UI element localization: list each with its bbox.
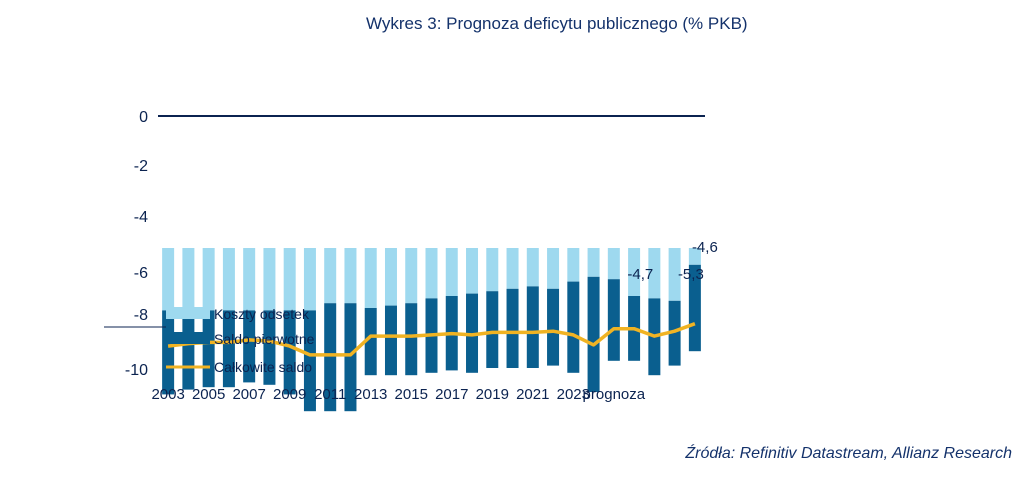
bar-interest-2017 <box>445 248 458 296</box>
bar-interest-2026 <box>628 248 641 296</box>
bar-interest-2022 <box>547 248 560 289</box>
bar-interest-2011 <box>324 248 337 304</box>
legend-label: Saldo pierwotne <box>214 331 315 347</box>
line-total-balance <box>167 322 696 357</box>
bar-interest-2013 <box>364 248 377 308</box>
chart-title: Wykres 3: Prognoza deficytu publicznego … <box>366 14 748 33</box>
bar-interest-2029 <box>688 248 701 265</box>
y-tick-label: -4 <box>134 209 148 226</box>
x-tick-label: 2021 <box>516 386 549 403</box>
data-label: -5,3 <box>678 266 704 283</box>
bar-interest-2016 <box>425 248 438 299</box>
y-tick-label: -2 <box>134 158 148 175</box>
bar-interest-2014 <box>384 248 397 306</box>
bar-interest-2003 <box>162 248 175 311</box>
total-balance-line-layer <box>167 322 696 357</box>
bar-interest-2007 <box>243 248 256 311</box>
bar-primary-2023 <box>567 281 580 373</box>
legend-swatch <box>166 307 210 319</box>
bar-interest-2012 <box>344 248 357 304</box>
x-tick-label: 2007 <box>232 386 265 403</box>
bar-primary-2015 <box>405 303 418 376</box>
bar-interest-2019 <box>486 248 499 292</box>
legend: Koszty odsetek Saldo pierwotne Całkowite s… <box>104 306 315 375</box>
bar-interest-2024 <box>587 248 600 277</box>
legend-label: Całkowite saldo <box>214 359 312 375</box>
bar-interest-2023 <box>567 248 580 282</box>
bar-primary-2021 <box>526 286 539 368</box>
x-tick-label: 2013 <box>354 386 387 403</box>
bar-primary-2014 <box>384 305 397 376</box>
bar-interest-2008 <box>263 248 276 311</box>
bar-primary-2009 <box>283 310 296 395</box>
x-tick-label: 2009 <box>273 386 306 403</box>
bar-primary-2020 <box>506 288 519 368</box>
annotations: -4,7 -5,3 -4,6 <box>627 239 717 283</box>
bar-interest-2005 <box>202 248 215 311</box>
bar-interest-2027 <box>648 248 661 299</box>
bar-primary-2013 <box>364 308 377 376</box>
x-axis-labels: 2003 2005 2007 2009 2011 2013 2015 2017 2019 2021… <box>151 386 645 403</box>
bar-interest-2028 <box>668 248 681 301</box>
y-axis-labels: 0 -2 -4 -6 -8 -10 <box>125 109 148 379</box>
x-tick-label: 2019 <box>476 386 509 403</box>
bar-interest-2021 <box>526 248 539 287</box>
chart-source: Źródła: Refinitiv Datastream, Allianz Re… <box>685 445 1012 462</box>
bar-interest-2025 <box>607 248 620 280</box>
y-tick-label: -10 <box>125 362 148 379</box>
x-tick-label: 2015 <box>395 386 428 403</box>
bar-primary-2007 <box>243 310 256 383</box>
bar-primary-2019 <box>486 291 499 368</box>
y-tick-label: 0 <box>139 109 148 126</box>
bar-interest-2009 <box>283 248 296 311</box>
x-tick-label: 2005 <box>192 386 225 403</box>
bar-primary-2012 <box>344 303 357 412</box>
bar-primary-2025 <box>607 279 620 361</box>
x-tick-label: 2011 <box>314 386 346 403</box>
bar-primary-2022 <box>547 288 560 366</box>
bar-interest-2018 <box>466 248 479 294</box>
bar-primary-2006 <box>222 310 235 388</box>
bar-primary-2028 <box>668 300 681 366</box>
bar-primary-2003 <box>162 310 175 395</box>
bar-primary-2029 <box>688 264 701 352</box>
bar-interest-2006 <box>222 248 235 311</box>
data-label: -4,6 <box>692 239 718 256</box>
bar-interest-2020 <box>506 248 519 289</box>
bar-primary-2005 <box>202 310 215 388</box>
x-tick-label: 2017 <box>435 386 468 403</box>
x-tick-label: 2003 <box>151 386 184 403</box>
y-tick-label: -6 <box>134 265 148 282</box>
x-tick-label: prognoza <box>583 386 646 403</box>
bar-interest-2015 <box>405 248 418 304</box>
bar-primary-2024 <box>587 276 600 392</box>
bar-interest-2010 <box>303 248 316 311</box>
data-label: -4,7 <box>627 266 653 283</box>
legend-swatch <box>166 332 210 344</box>
bar-primary-2011 <box>324 303 337 412</box>
bar-primary-2004 <box>182 310 195 390</box>
y-tick-label: -8 <box>134 307 148 324</box>
bar-interest-2004 <box>182 248 195 311</box>
x-tick-label: 2023 <box>557 386 590 403</box>
bar-primary-2008 <box>263 310 276 385</box>
bar-primary-2010 <box>303 310 316 412</box>
legend-label: Koszty odsetek <box>214 306 310 322</box>
